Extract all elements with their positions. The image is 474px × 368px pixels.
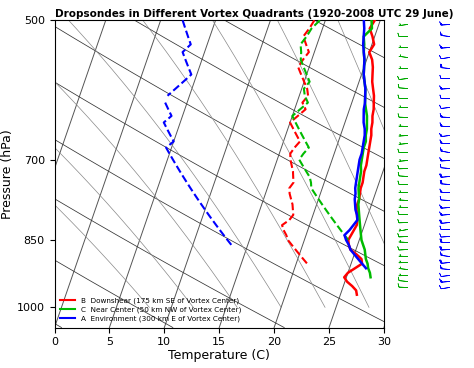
Y-axis label: Pressure (hPa): Pressure (hPa) [1, 129, 14, 219]
Text: Dropsondes in Different Vortex Quadrants (1920-2008 UTC 29 June): Dropsondes in Different Vortex Quadrants… [55, 10, 453, 20]
Legend: B  Downshear (175 km SE of Vortex Center), C  Near Center (50 km NW of Vortex Ce: B Downshear (175 km SE of Vortex Center)… [58, 296, 243, 324]
X-axis label: Temperature (C): Temperature (C) [168, 348, 270, 362]
